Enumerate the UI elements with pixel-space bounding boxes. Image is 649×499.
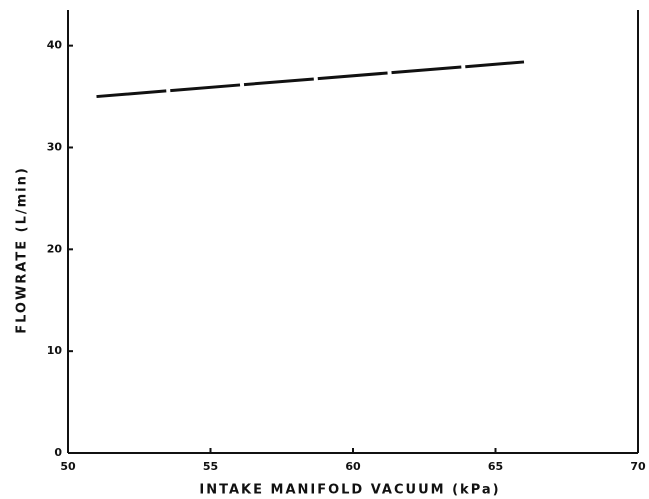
y-tick-label: 0: [54, 446, 62, 459]
x-tick-label: 70: [630, 460, 646, 473]
x-axis-title: INTAKE MANIFOLD VACUUM (kPa): [199, 483, 500, 498]
data-line: [96, 60, 525, 99]
y-tick-label: 30: [47, 140, 63, 153]
x-tick-label: 50: [60, 460, 76, 473]
y-tick-label: 10: [47, 344, 63, 357]
x-tick-label: 65: [488, 460, 503, 473]
x-tick-label: 55: [203, 460, 218, 473]
y-tick-label: 40: [47, 39, 63, 52]
y-axis-title: FLOWRATE (L/min): [15, 166, 30, 334]
x-tick-label: 60: [345, 460, 361, 473]
y-tick-label: 20: [47, 242, 63, 255]
